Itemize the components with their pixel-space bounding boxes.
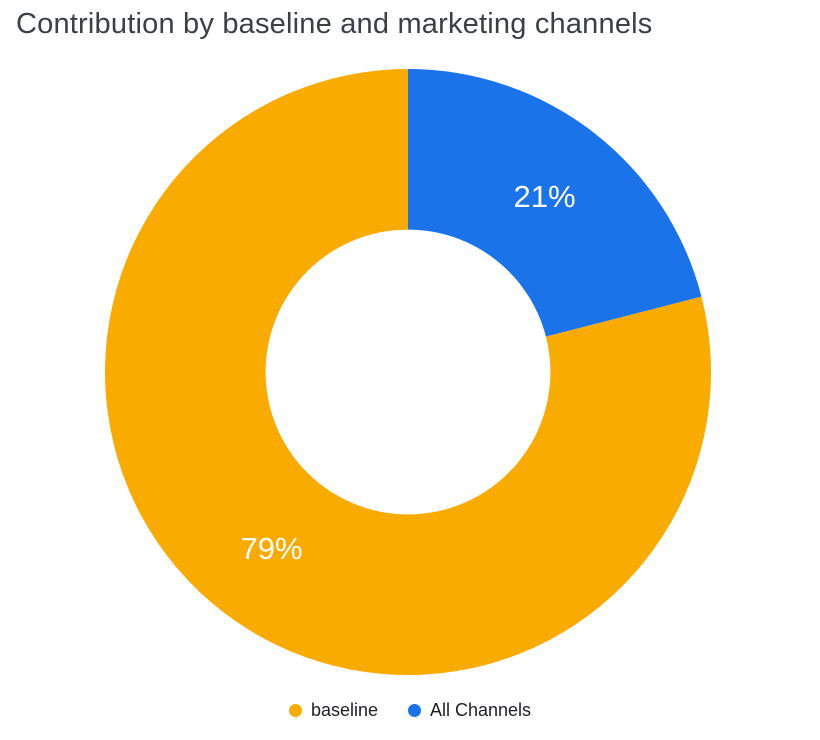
chart-title: Contribution by baseline and marketing c… [16, 8, 653, 40]
legend-label-baseline: baseline [310, 700, 378, 720]
pie-slice-baseline[interactable] [105, 69, 712, 676]
legend-item-baseline[interactable]: baseline [288, 700, 378, 721]
legend-item-all-channels[interactable]: All Channels [408, 700, 531, 721]
slice-percentage-label: 79% [240, 531, 302, 566]
legend-dot-all-channels [408, 704, 421, 717]
slice-percentage-label: 21% [513, 179, 575, 214]
chart-legend: baseline All Channels [0, 700, 820, 721]
pie-slice-all-channels[interactable] [408, 69, 702, 337]
legend-dot-baseline [288, 704, 302, 717]
legend-label-all-channels: All Channels [430, 700, 532, 720]
